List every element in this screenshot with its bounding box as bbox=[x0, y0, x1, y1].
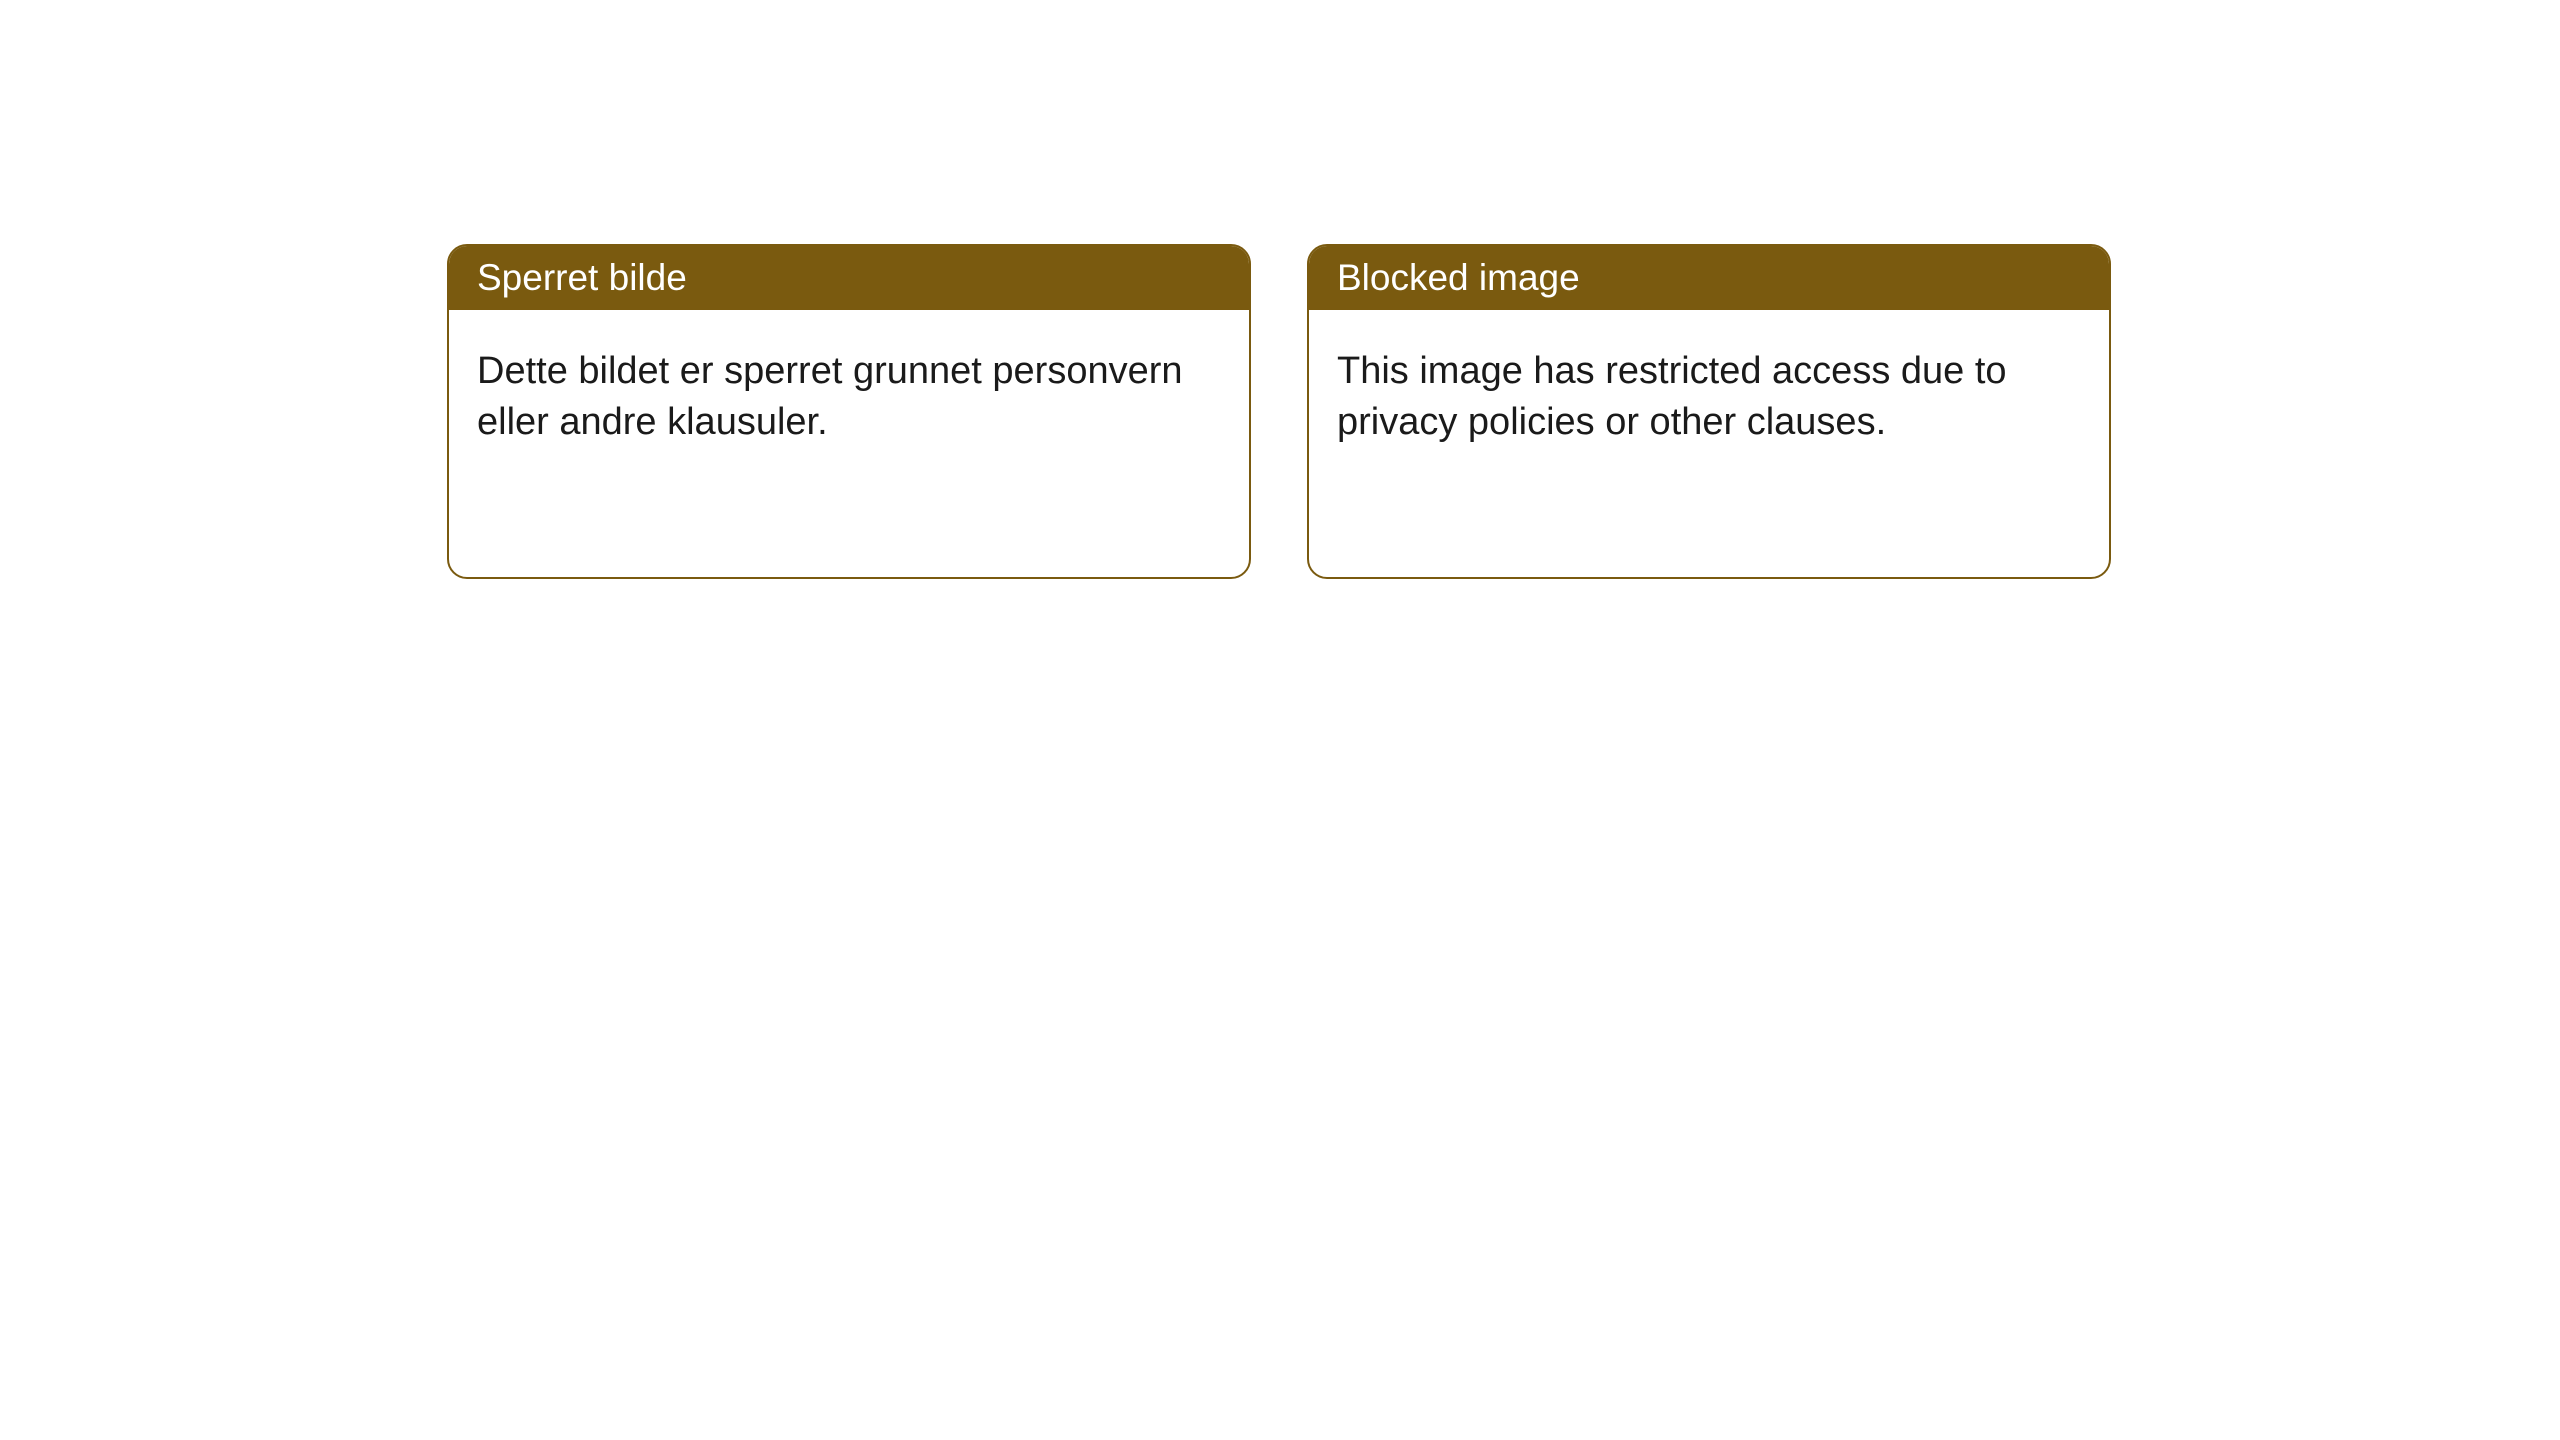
notice-card-title: Blocked image bbox=[1337, 257, 1580, 298]
notice-card-header: Sperret bilde bbox=[449, 246, 1249, 310]
notice-card-en: Blocked image This image has restricted … bbox=[1307, 244, 2111, 579]
notice-card-no: Sperret bilde Dette bildet er sperret gr… bbox=[447, 244, 1251, 579]
notice-card-row: Sperret bilde Dette bildet er sperret gr… bbox=[447, 244, 2111, 579]
notice-card-body: This image has restricted access due to … bbox=[1309, 310, 2109, 485]
notice-card-body: Dette bildet er sperret grunnet personve… bbox=[449, 310, 1249, 485]
notice-card-message: Dette bildet er sperret grunnet personve… bbox=[477, 346, 1221, 449]
notice-card-header: Blocked image bbox=[1309, 246, 2109, 310]
notice-card-title: Sperret bilde bbox=[477, 257, 687, 298]
notice-card-message: This image has restricted access due to … bbox=[1337, 346, 2081, 449]
